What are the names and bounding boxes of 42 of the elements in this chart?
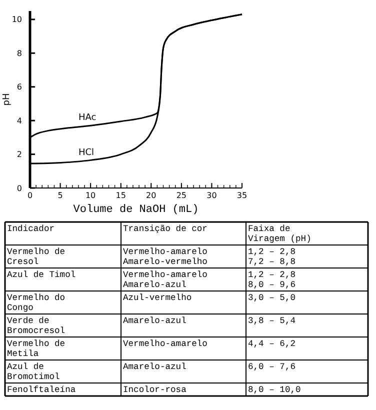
- y-tick-label: 8: [16, 48, 22, 58]
- x-tick-label: 5: [58, 191, 63, 200]
- text: Faixa de Viragem (pH): [248, 224, 312, 244]
- y-tick-label: 6: [16, 82, 22, 92]
- x-tick-label: 35: [236, 191, 248, 200]
- y-tick-label: 0: [16, 184, 22, 193]
- text: 1,2 – 2,8 7,2 – 8,8: [248, 247, 296, 267]
- text: 3,8 – 5,4: [248, 316, 296, 326]
- x-tick-label: 10: [85, 191, 96, 200]
- text: Azul de Bromotimol: [7, 362, 60, 382]
- x-tick-label: 25: [176, 191, 187, 200]
- text: Vermelho do Congo: [7, 293, 66, 313]
- x-axis-title: Volume de NaOH (mL): [73, 204, 199, 216]
- text: Amarelo-azul: [123, 316, 186, 326]
- text: 6,0 – 7,6: [248, 362, 296, 372]
- text: Verde de Bromocresol: [7, 316, 66, 336]
- text: Vermelho de Metila: [7, 339, 66, 359]
- text: 1,2 – 2,8 8,0 – 9,6: [248, 270, 296, 290]
- x-tick-label: 30: [206, 191, 217, 200]
- y-tick-label: 2: [16, 150, 22, 160]
- text: Vermelho-amarelo Amarelo-vermelho: [123, 247, 208, 267]
- x-tick-label: 0: [27, 191, 33, 200]
- text: Amarelo-azul: [123, 362, 186, 372]
- x-tick-label: 20: [146, 191, 156, 200]
- series-label: HAc: [78, 112, 96, 123]
- text: 3,0 – 5,0: [248, 293, 296, 303]
- text: Vermelho de Cresol: [7, 247, 66, 267]
- text: 4,4 – 6,2: [248, 339, 296, 349]
- y-tick-label: 4: [16, 116, 22, 126]
- text: Fenolftaleína: [7, 385, 76, 395]
- text: Indicador: [7, 224, 55, 234]
- text: Transição de cor: [123, 224, 208, 234]
- text: Azul de Timol: [7, 270, 76, 280]
- text: 8,0 – 10,0: [248, 385, 301, 395]
- text: Incolor-rosa: [123, 385, 186, 395]
- series-label: HCl: [78, 148, 94, 158]
- y-tick-label: 10: [12, 15, 22, 24]
- text: Azul-vermelho: [123, 293, 192, 303]
- text: Vermelho-amarelo: [123, 339, 208, 349]
- x-tick-label: 15: [116, 191, 126, 200]
- y-axis-title: pH: [2, 93, 12, 106]
- text: Vermelho-amarelo Amarelo-azul: [123, 270, 208, 290]
